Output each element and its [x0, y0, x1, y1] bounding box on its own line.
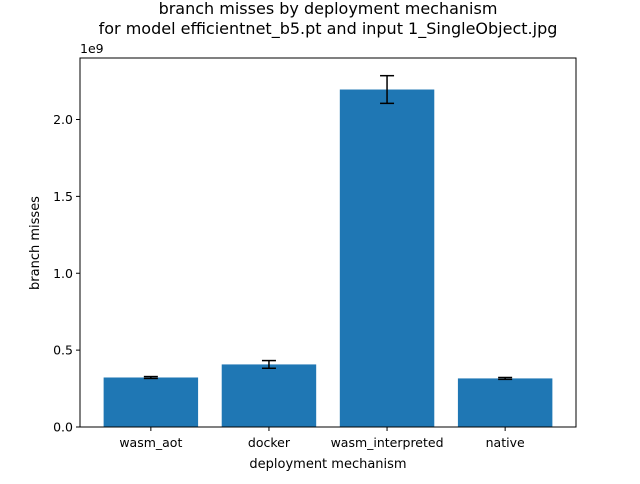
axes-frame: [79, 57, 577, 428]
y-tick-label: 2.0: [53, 112, 73, 127]
x-tick-label: wasm_aot: [119, 435, 182, 450]
x-axis-label: deployment mechanism: [249, 457, 406, 472]
y-tick-label: 1.5: [53, 189, 73, 204]
bar-docker: [221, 364, 317, 427]
plot-area: 0.0 0.5 1.0 1.5 2.0 wasm_aot docker wasm_interp…: [53, 57, 577, 450]
y-tick-label: 0.0: [53, 420, 73, 435]
x-tick-label: wasm_interpreted: [331, 435, 444, 450]
bar-wasm_aot: [103, 377, 199, 427]
x-tick-label: docker: [248, 435, 291, 450]
y-axis-offset-label: 1e9: [80, 41, 104, 56]
chart-title: branch misses by deployment mechanism: [159, 0, 498, 18]
bar-native: [457, 378, 553, 427]
bar-wasm_interpreted: [339, 89, 435, 428]
y-tick-label: 1.0: [53, 266, 73, 281]
y-tick-label: 0.5: [53, 343, 73, 358]
y-axis-label: branch misses: [28, 196, 43, 290]
chart-subtitle: for model efficientnet_b5.pt and input 1…: [99, 19, 558, 39]
x-tick-label: native: [486, 435, 525, 450]
